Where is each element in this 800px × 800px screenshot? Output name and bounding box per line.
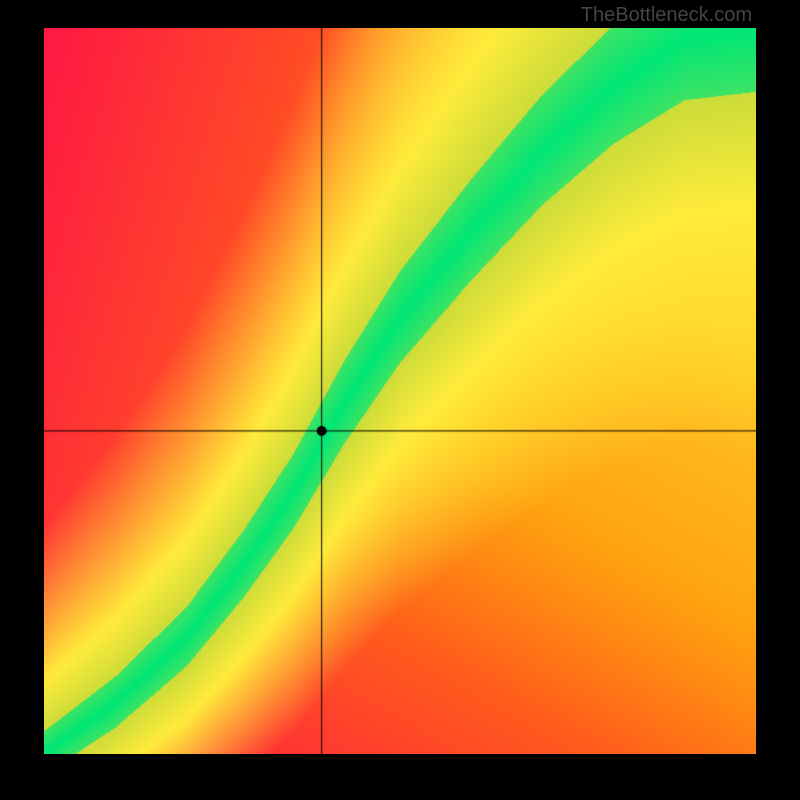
chart-container: TheBottleneck.com [0,0,800,800]
bottleneck-heatmap [44,28,756,754]
watermark-text: TheBottleneck.com [581,4,752,27]
